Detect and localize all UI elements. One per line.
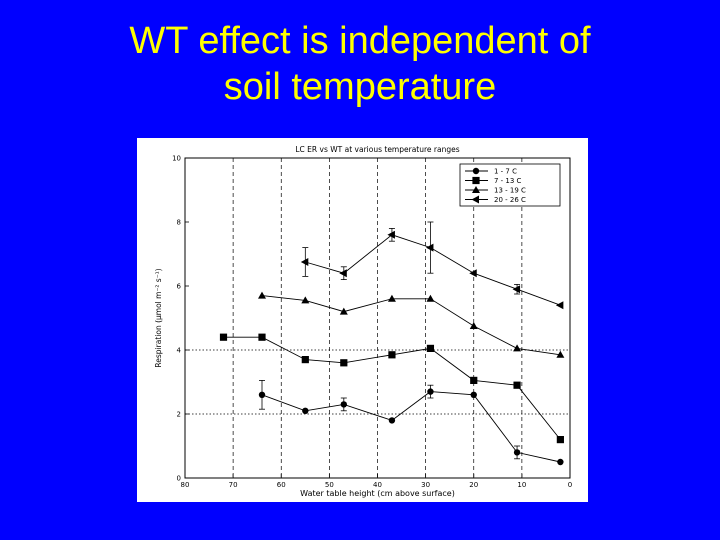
x-tick-label-10: 10 <box>517 481 526 489</box>
data-point-4-3 <box>387 230 395 239</box>
data-point-3-6 <box>469 322 478 329</box>
data-point-4-5 <box>469 269 477 278</box>
legend-marker-1 <box>472 167 480 175</box>
data-point-1-7 <box>513 449 521 456</box>
y-tick-label-6: 6 <box>177 283 182 291</box>
x-tick-label-20: 20 <box>469 481 478 489</box>
data-point-3-5 <box>426 294 435 302</box>
data-point-1-5 <box>427 388 434 395</box>
series-line-3 <box>261 295 561 356</box>
slide-title-line-1: WT effect is independent of <box>129 20 591 62</box>
data-point-2-1 <box>219 333 228 341</box>
data-point-2-9 <box>556 436 564 444</box>
x-tick-label-40: 40 <box>373 481 382 489</box>
data-point-1-1 <box>258 391 266 398</box>
x-axis-label: Water table height (cm above surface) <box>300 489 455 498</box>
legend-marker-2 <box>472 176 480 185</box>
x-tick-label-60: 60 <box>277 481 286 489</box>
legend-label-4: 20 - 26 C <box>494 196 526 204</box>
data-point-4-4 <box>425 243 434 252</box>
data-point-2-2 <box>258 333 266 341</box>
data-point-2-5 <box>388 351 396 359</box>
data-point-2-8 <box>513 381 521 389</box>
data-point-4-1 <box>300 258 309 266</box>
chart-panel: 80 70 60 50 40 30 20 10 0 0 2 4 6 8 10 LC ER vs WT at v… <box>137 138 588 502</box>
legend-marker-4 <box>471 195 479 204</box>
slide-title: WT effect is independent of soil tempera… <box>0 18 720 110</box>
chart-svg: 80 70 60 50 40 30 20 10 0 0 2 4 6 8 10 LC ER vs WT at v… <box>154 145 572 498</box>
y-tick-label-10: 10 <box>172 155 181 163</box>
series-line-1 <box>261 391 561 463</box>
data-point-2-7 <box>470 376 478 384</box>
x-tick-label-50: 50 <box>325 481 334 489</box>
legend-marker-3 <box>472 186 480 193</box>
y-axis-label: Respiration (μmol m⁻² s⁻¹) <box>154 268 163 367</box>
data-point-1-6 <box>470 391 477 398</box>
legend-label-3: 13 - 19 C <box>494 187 526 195</box>
slide-title-line-2: soil temperature <box>223 66 497 108</box>
legend-label-1: 1 - 7 C <box>494 168 517 176</box>
x-tick-label-30: 30 <box>421 481 430 489</box>
data-point-2-3 <box>301 356 309 364</box>
data-point-4-2 <box>339 269 347 278</box>
data-point-4-6 <box>512 285 521 294</box>
data-point-2-6 <box>426 344 435 352</box>
data-point-1-2 <box>302 407 309 414</box>
data-point-3-3 <box>339 307 348 315</box>
data-point-3-4 <box>387 294 396 302</box>
data-point-2-4 <box>340 359 348 367</box>
y-tick-label-8: 8 <box>177 219 181 227</box>
data-point-1-4 <box>388 417 396 424</box>
data-point-1-8 <box>557 458 564 466</box>
data-point-4-7 <box>555 301 564 310</box>
y-tick-label-0: 0 <box>177 475 181 483</box>
data-point-3-1 <box>258 291 266 299</box>
legend-label-2: 7 - 13 C <box>494 177 522 185</box>
y-tick-label-2: 2 <box>177 411 181 419</box>
data-point-3-8 <box>556 350 565 358</box>
y-tick-label-4: 4 <box>177 347 182 355</box>
data-point-3-7 <box>513 344 522 352</box>
x-tick-label-70: 70 <box>229 481 238 489</box>
data-point-1-3 <box>340 401 348 408</box>
data-point-3-2 <box>301 296 310 304</box>
x-tick-label-80: 80 <box>181 481 190 489</box>
chart-title: LC ER vs WT at various temperature range… <box>295 145 459 154</box>
x-tick-label-0: 0 <box>568 481 572 489</box>
